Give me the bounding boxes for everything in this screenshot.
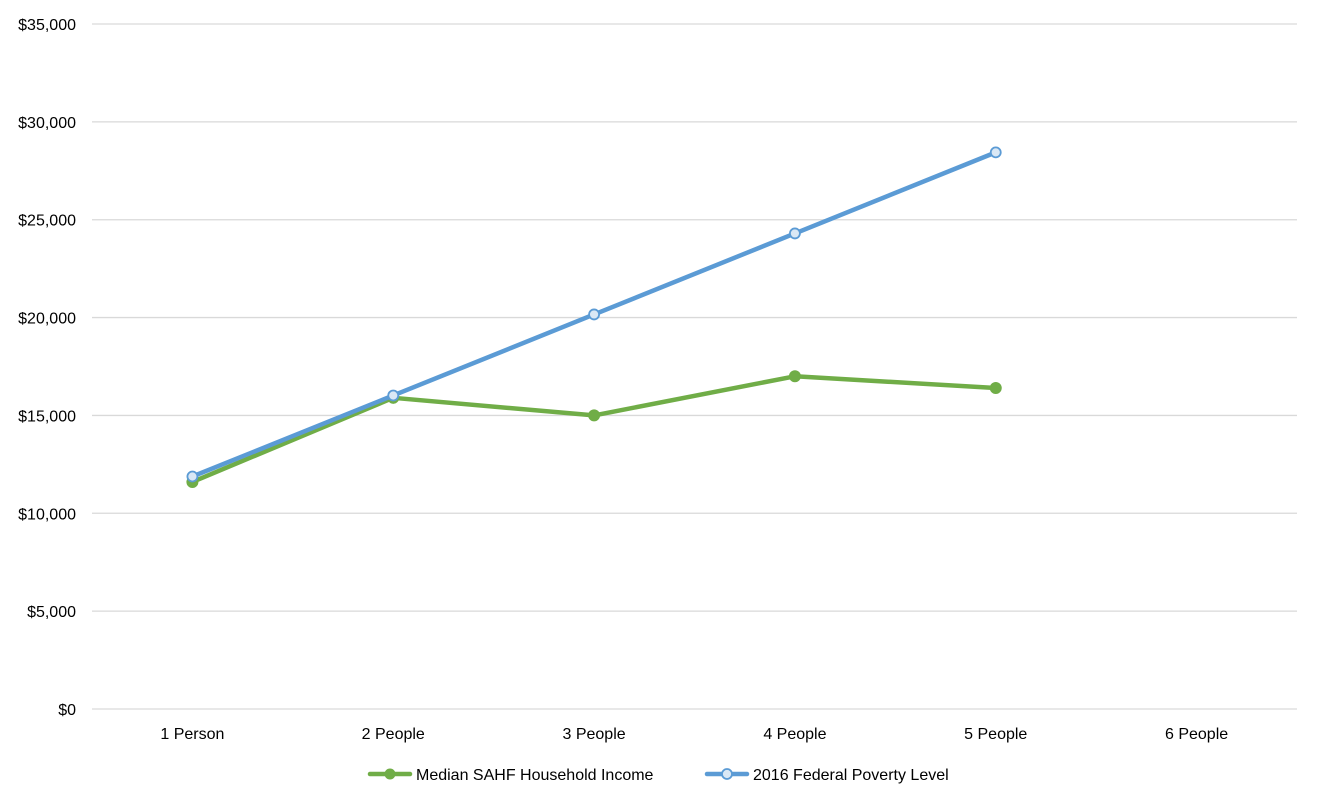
x-tick-label: 3 People bbox=[562, 726, 625, 743]
data-point bbox=[387, 389, 400, 402]
series bbox=[186, 146, 1002, 488]
y-tick-label: $5,000 bbox=[27, 604, 76, 621]
legend-marker bbox=[721, 768, 733, 780]
legend-item: Median SAHF Household Income bbox=[367, 767, 654, 784]
legend-marker bbox=[384, 768, 396, 780]
legend-label: 2016 Federal Poverty Level bbox=[753, 767, 949, 784]
data-point bbox=[588, 409, 601, 422]
data-point bbox=[789, 227, 801, 240]
legend: Median SAHF Household Income 2016 Federal… bbox=[367, 767, 949, 784]
y-tick-label: $15,000 bbox=[18, 408, 76, 425]
x-tick-label: 6 People bbox=[1165, 726, 1228, 743]
y-tick-label: $10,000 bbox=[18, 506, 76, 523]
data-point bbox=[989, 146, 1002, 159]
data-point bbox=[588, 308, 600, 321]
x-tick-label: 4 People bbox=[763, 726, 826, 743]
y-tick-label: $30,000 bbox=[18, 115, 76, 132]
y-tick-label: $20,000 bbox=[18, 311, 76, 328]
y-axis: $0 $5,000 $10,000 $15,000 $20,000 $25,000 $30,… bbox=[18, 17, 76, 719]
y-tick-label: $25,000 bbox=[18, 213, 76, 230]
x-axis: 1 Person 2 People 3 People 4 People 5 People… bbox=[160, 726, 1228, 743]
series-1 bbox=[186, 146, 1002, 483]
x-tick-label: 2 People bbox=[362, 726, 425, 743]
y-tick-label: $0 bbox=[58, 702, 76, 719]
data-point bbox=[788, 370, 801, 383]
y-tick-label: $35,000 bbox=[18, 17, 76, 34]
data-point bbox=[989, 382, 1002, 395]
data-point bbox=[186, 470, 199, 483]
legend-label: Median SAHF Household Income bbox=[416, 767, 654, 784]
x-tick-label: 1 Person bbox=[160, 726, 224, 743]
legend-item: 2016 Federal Poverty Level bbox=[704, 767, 949, 784]
x-tick-label: 5 People bbox=[964, 726, 1027, 743]
gridlines bbox=[92, 23, 1297, 710]
